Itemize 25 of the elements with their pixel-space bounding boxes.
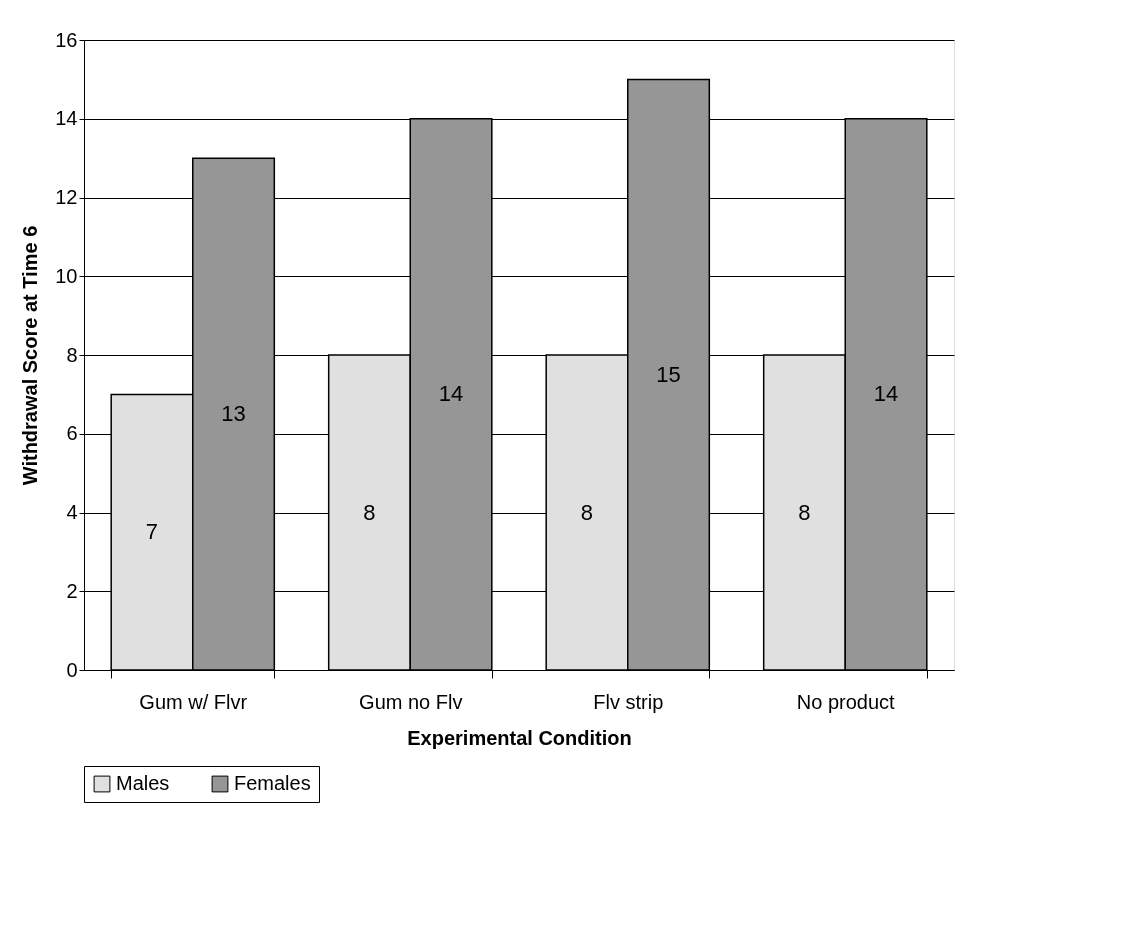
data-label: 8: [580, 499, 594, 525]
legend-label: Males: [116, 772, 170, 794]
y-tick-label: 6: [66, 422, 78, 445]
y-tick-label: 2: [66, 579, 78, 602]
y-axis-title: Withdrawal Score at Time 6: [19, 225, 42, 486]
x-tick-label: Gum w/ Flvr: [139, 690, 248, 713]
x-axis-title: Experimental Condition: [407, 726, 632, 749]
y-tick-label: 16: [55, 28, 78, 51]
x-tick-label: No product: [796, 690, 896, 713]
data-label: 8: [363, 499, 376, 525]
x-tick-label: Flv strip: [593, 690, 664, 713]
y-tick-label: 8: [66, 343, 78, 366]
y-tick-label: 0: [66, 658, 78, 681]
y-tick-label: 12: [55, 186, 78, 208]
x-tick-label: Gum no Flv: [359, 690, 463, 713]
data-label: 15: [656, 361, 681, 387]
data-label: 7: [145, 519, 159, 545]
data-label: 14: [873, 381, 899, 407]
y-tick-label: 4: [66, 501, 78, 523]
y-tick-label: 14: [55, 107, 78, 130]
legend-label: Females: [234, 772, 311, 794]
data-label: 8: [798, 499, 811, 525]
y-tick-label: 10: [55, 264, 78, 287]
data-label: 13: [221, 401, 246, 427]
data-label: 14: [438, 381, 464, 407]
